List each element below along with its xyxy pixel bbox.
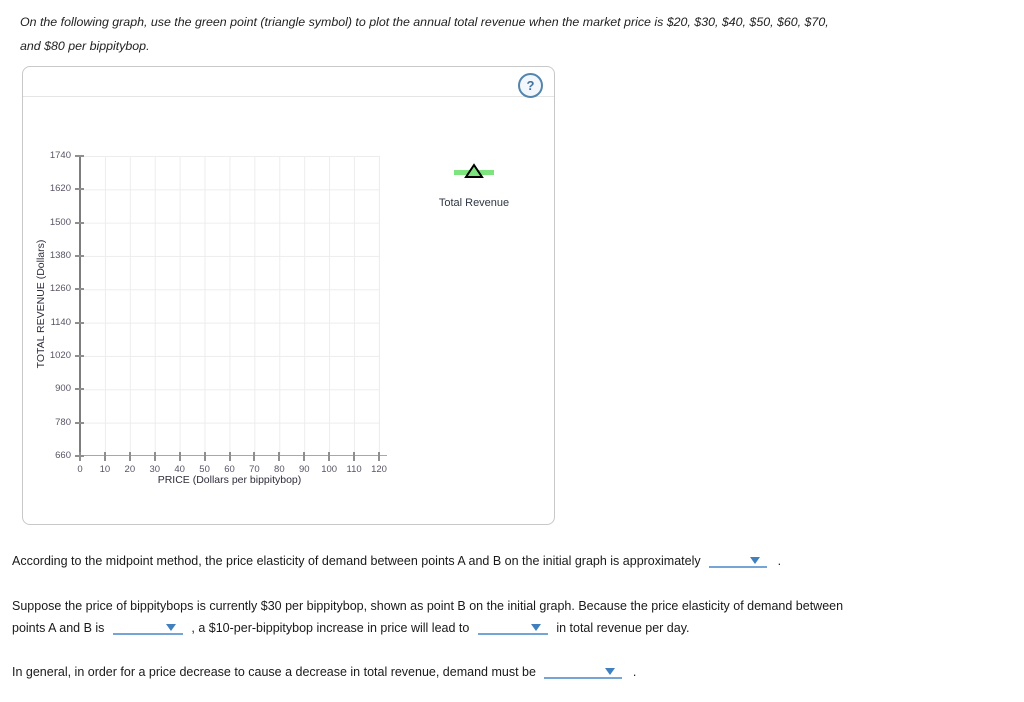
- x-axis-tick: [178, 452, 181, 461]
- x-axis-tick: [228, 452, 231, 461]
- x-axis-tick-label: 110: [346, 464, 362, 475]
- instruction-text: On the following graph, use the green po…: [20, 10, 980, 58]
- y-axis-tick-label: 780: [55, 416, 71, 428]
- chart-area: PRICE (Dollars per bippitybop) TOTAL REV…: [23, 67, 554, 524]
- x-axis-tick-label: 0: [77, 464, 83, 475]
- x-axis-tick-label: 100: [321, 464, 338, 475]
- x-axis-tick-label: 70: [249, 464, 260, 475]
- y-axis-tick: [75, 221, 84, 224]
- x-axis-tick: [253, 452, 256, 461]
- revenue-change-dropdown[interactable]: [477, 620, 548, 635]
- y-axis-tick: [75, 421, 84, 424]
- x-axis-tick: [303, 452, 306, 461]
- x-axis-tick: [128, 452, 131, 461]
- instruction-line1: On the following graph, use the green po…: [20, 15, 829, 29]
- x-axis-tick: [378, 452, 380, 461]
- x-axis-tick: [353, 452, 356, 461]
- help-icon[interactable]: ?: [518, 73, 543, 98]
- x-axis-tick-label: 50: [199, 464, 210, 475]
- plot-area[interactable]: [80, 156, 380, 456]
- elasticity-type-dropdown[interactable]: [112, 620, 183, 635]
- instruction-line2: and $80 per bippitybop.: [20, 39, 150, 53]
- demand-type-dropdown[interactable]: [544, 664, 623, 679]
- y-axis-tick-label: 1020: [49, 350, 71, 361]
- question-1: According to the midpoint method, the pr…: [12, 553, 781, 568]
- x-axis-tick: [153, 452, 156, 461]
- chevron-down-icon: [750, 557, 761, 564]
- chevron-down-icon: [530, 624, 541, 631]
- x-axis-tick-label: 10: [99, 464, 111, 475]
- x-axis-tick: [103, 452, 106, 461]
- panel-header-divider: [23, 96, 554, 97]
- x-axis-tick: [328, 452, 331, 461]
- chevron-down-icon: [165, 624, 176, 631]
- legend-label: Total Revenue: [438, 197, 510, 209]
- total-revenue-point-palette[interactable]: [434, 163, 514, 181]
- question-2-line2: points A and B is , a $10-per-bippitybop…: [12, 620, 690, 635]
- y-axis-tick: [75, 188, 84, 191]
- y-axis-tick-label: 900: [55, 383, 71, 395]
- question-2-line1-text: Suppose the price of bippitybops is curr…: [12, 599, 844, 613]
- y-axis-tick: [75, 155, 84, 157]
- x-axis-tick: [278, 452, 281, 461]
- x-axis-tick-label: 120: [371, 464, 387, 475]
- question-3-period: .: [632, 665, 637, 679]
- question-1-text: According to the midpoint method, the pr…: [12, 554, 701, 568]
- x-axis-tick: [203, 452, 206, 461]
- question-2-text-a: points A and B is: [12, 621, 105, 635]
- y-axis-tick: [75, 355, 84, 357]
- graph-panel: ? PRICE (Dollars per bippitybop) TOTAL R…: [22, 66, 555, 525]
- y-axis-tick-label: 1500: [49, 216, 71, 228]
- x-axis-tick-label: 30: [149, 464, 161, 475]
- x-axis-line: [79, 455, 387, 456]
- x-axis-tick-label: 80: [274, 464, 285, 475]
- y-axis-tick: [75, 255, 84, 257]
- y-axis-tick-label: 1620: [49, 183, 71, 195]
- y-axis-tick: [75, 288, 84, 291]
- y-axis-tick: [75, 321, 84, 324]
- y-axis-tick-label: 1740: [49, 150, 71, 161]
- x-axis-tick-label: 40: [174, 464, 185, 475]
- x-axis-tick-label: 20: [124, 464, 136, 475]
- y-axis-line: [79, 156, 81, 457]
- question-2-text-c: in total revenue per day.: [556, 621, 690, 635]
- y-axis-tick-label: 1380: [49, 250, 71, 261]
- question-1-period: .: [777, 554, 782, 568]
- y-axis-tick: [75, 388, 84, 391]
- triangle-point-icon: [464, 163, 484, 178]
- y-axis-tick-label: 1260: [49, 283, 71, 295]
- chevron-down-icon: [605, 668, 616, 675]
- question-2-text-b: , a $10-per-bippitybop increase in price…: [191, 621, 470, 635]
- x-axis-title: PRICE (Dollars per bippitybop): [157, 474, 302, 486]
- y-axis-tick-label: 660: [55, 450, 71, 461]
- x-axis-tick-label: 90: [298, 464, 310, 475]
- elasticity-value-dropdown[interactable]: [709, 553, 768, 568]
- question-3: In general, in order for a price decreas…: [12, 664, 636, 679]
- x-axis-tick: [79, 452, 81, 461]
- legend: Total Revenue: [434, 163, 514, 209]
- question-3-text: In general, in order for a price decreas…: [12, 665, 536, 679]
- x-axis-tick-label: 60: [224, 464, 235, 475]
- question-2-line1: Suppose the price of bippitybops is curr…: [12, 599, 843, 613]
- y-axis-tick-label: 1140: [50, 316, 71, 328]
